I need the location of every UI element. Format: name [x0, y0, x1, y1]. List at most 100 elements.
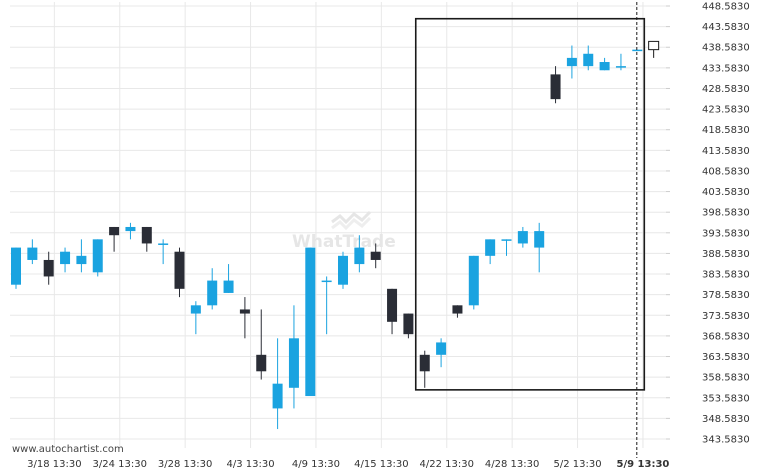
candle-body [517, 231, 528, 244]
y-tick-label: 353.5830 [702, 393, 750, 404]
candle [109, 226, 120, 252]
candle [354, 235, 365, 273]
x-tick-label: 4/22 13:30 [420, 459, 474, 470]
x-axis: 3/18 13:30 3/24 13:30 3/28 13:30 4/3 13:30 4… [27, 459, 669, 470]
candle [256, 309, 267, 380]
candle-body [76, 255, 87, 265]
candle [27, 239, 38, 265]
candle-body [305, 247, 316, 397]
candle-body [419, 354, 430, 372]
candle [60, 247, 71, 273]
y-tick-label: 398.5830 [702, 208, 750, 219]
y-axis: 448.5830 443.5830 438.5830 433.5830 428.5830… [666, 2, 750, 446]
y-tick-label: 363.5830 [702, 352, 750, 363]
candle [76, 239, 87, 273]
candle-body [141, 226, 152, 244]
y-tick-label: 383.5830 [702, 270, 750, 281]
y-tick-label: 438.5830 [702, 43, 750, 54]
candle-body [174, 251, 185, 289]
candle [125, 222, 136, 240]
y-tick-label: 358.5830 [702, 373, 750, 384]
candle-body [550, 74, 561, 100]
candle [419, 350, 430, 388]
candle [272, 338, 283, 430]
x-tick-label: 5/9 13:30 [617, 459, 670, 470]
candle-body [207, 280, 218, 306]
candle-body [566, 57, 577, 67]
y-tick-label: 403.5830 [702, 187, 750, 198]
x-tick-label: 4/9 13:30 [292, 459, 340, 470]
y-tick-label: 343.5830 [702, 435, 750, 446]
candle [43, 251, 54, 285]
y-tick-label: 408.5830 [702, 166, 750, 177]
y-tick-label: 378.5830 [702, 290, 750, 301]
candle-body [288, 338, 299, 388]
candle-body [501, 239, 512, 241]
y-tick-label: 348.5830 [702, 414, 750, 425]
candle-body [109, 226, 120, 236]
y-tick-label: 423.5830 [702, 105, 750, 116]
candle [485, 239, 496, 265]
overlays [414, 2, 646, 458]
y-tick-label: 373.5830 [702, 311, 750, 322]
watermark-logo-icon [331, 210, 372, 231]
candle [648, 40, 660, 58]
candle [403, 313, 414, 339]
candle-body [534, 231, 545, 248]
watermark-text: WhatTrade [292, 232, 396, 252]
candle-body [239, 309, 250, 314]
candle [141, 226, 152, 252]
candle [223, 264, 234, 293]
x-tick-label: 3/18 13:30 [27, 459, 81, 470]
candle [566, 45, 577, 79]
candle [615, 53, 626, 71]
candle [517, 226, 528, 248]
candle [207, 268, 218, 310]
x-tick-label: 4/28 13:30 [485, 459, 539, 470]
candle [305, 247, 316, 397]
candle [468, 255, 479, 310]
whattrade-watermark: WhatTrade [292, 210, 396, 252]
candle [501, 239, 512, 256]
candle-body [615, 66, 626, 68]
candle-body [223, 280, 234, 293]
candle-body [321, 280, 332, 283]
candle [338, 251, 348, 289]
candle [239, 297, 250, 339]
candle [174, 247, 185, 298]
candle [92, 239, 103, 277]
candle [550, 66, 561, 104]
candle [11, 247, 21, 289]
candle-body [387, 288, 398, 322]
candle [452, 305, 463, 318]
candle-body [632, 49, 643, 52]
x-tick-label: 3/24 13:30 [93, 459, 147, 470]
candle [436, 338, 447, 368]
candle-body [648, 40, 660, 51]
candle [370, 243, 381, 269]
y-tick-label: 393.5830 [702, 228, 750, 239]
x-tick-label: 5/2 13:30 [554, 459, 602, 470]
candle-body [92, 239, 103, 273]
candle [599, 57, 610, 71]
candle-body [125, 226, 136, 232]
credit-text: www.autochartist.com [12, 444, 124, 455]
candle-body [190, 305, 201, 314]
candle-body [452, 305, 463, 314]
candle-body [60, 251, 71, 265]
x-tick-label: 3/28 13:30 [158, 459, 212, 470]
candle-body [468, 255, 479, 306]
y-tick-label: 443.5830 [702, 22, 750, 33]
candle-body [338, 255, 348, 285]
candle-body [272, 383, 283, 409]
candle-body [485, 239, 496, 256]
y-tick-label: 433.5830 [702, 63, 750, 74]
candle [158, 239, 169, 265]
candle-body [370, 251, 381, 260]
candle [190, 301, 201, 335]
y-tick-label: 428.5830 [702, 84, 750, 95]
candle [288, 305, 299, 409]
candle-body [43, 259, 54, 277]
x-tick-label: 4/15 13:30 [354, 459, 408, 470]
y-tick-label: 413.5830 [702, 146, 750, 157]
